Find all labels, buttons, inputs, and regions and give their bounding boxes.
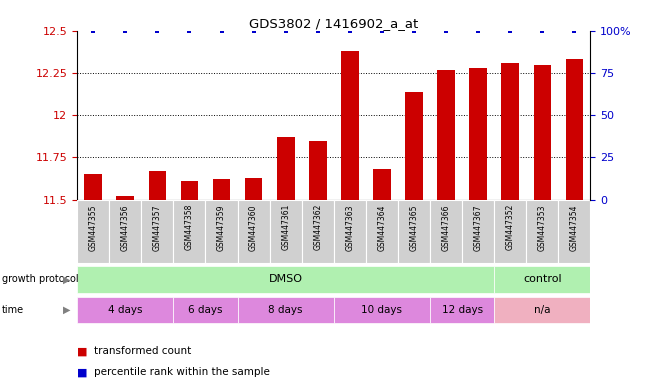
Text: GSM447358: GSM447358 — [185, 204, 194, 250]
Bar — [238, 297, 334, 323]
Text: GSM447360: GSM447360 — [249, 204, 258, 251]
Bar — [142, 200, 173, 263]
Text: GSM447353: GSM447353 — [538, 204, 547, 251]
Point — [441, 28, 452, 34]
Text: GSM447356: GSM447356 — [121, 204, 130, 251]
Bar — [373, 169, 391, 200]
Point — [473, 28, 484, 34]
Point — [280, 28, 291, 34]
Bar — [213, 179, 230, 200]
Text: GSM447366: GSM447366 — [442, 204, 451, 251]
Point — [313, 28, 323, 34]
Text: GSM447365: GSM447365 — [409, 204, 419, 251]
Bar — [270, 200, 302, 263]
Point — [344, 28, 355, 34]
Bar — [533, 65, 551, 200]
Bar — [470, 68, 487, 200]
Text: GSM447361: GSM447361 — [281, 204, 290, 250]
Point — [569, 28, 580, 34]
Bar — [462, 200, 495, 263]
Text: 6 days: 6 days — [189, 305, 223, 315]
Bar — [205, 200, 238, 263]
Bar — [277, 137, 295, 200]
Bar — [334, 200, 366, 263]
Text: 12 days: 12 days — [442, 305, 482, 315]
Text: time: time — [2, 305, 24, 315]
Point — [88, 28, 99, 34]
Bar — [238, 200, 270, 263]
Text: percentile rank within the sample: percentile rank within the sample — [94, 367, 270, 377]
Text: ▶: ▶ — [63, 274, 71, 285]
Bar — [180, 181, 198, 200]
Bar — [366, 200, 398, 263]
Bar — [309, 141, 327, 200]
Bar — [173, 200, 205, 263]
Bar — [341, 51, 359, 200]
Bar — [334, 297, 430, 323]
Bar — [526, 200, 558, 263]
Text: ■: ■ — [77, 367, 91, 377]
Text: 10 days: 10 days — [362, 305, 403, 315]
Text: DMSO: DMSO — [268, 274, 303, 285]
Point — [376, 28, 387, 34]
Point — [409, 28, 419, 34]
Bar — [302, 200, 334, 263]
Text: GSM447363: GSM447363 — [346, 204, 354, 251]
Point — [152, 28, 163, 34]
Point — [505, 28, 515, 34]
Text: GSM447364: GSM447364 — [378, 204, 386, 251]
Text: growth protocol: growth protocol — [2, 274, 79, 285]
Point — [216, 28, 227, 34]
Bar — [430, 297, 495, 323]
Bar — [495, 297, 590, 323]
Point — [120, 28, 131, 34]
Text: ▶: ▶ — [63, 305, 71, 315]
Bar — [85, 174, 102, 200]
Text: 8 days: 8 days — [268, 305, 303, 315]
Text: n/a: n/a — [534, 305, 551, 315]
Bar — [77, 266, 495, 293]
Bar — [566, 60, 583, 200]
Title: GDS3802 / 1416902_a_at: GDS3802 / 1416902_a_at — [249, 17, 419, 30]
Text: GSM447355: GSM447355 — [89, 204, 98, 251]
Bar — [173, 297, 238, 323]
Text: 4 days: 4 days — [108, 305, 142, 315]
Bar — [117, 196, 134, 200]
Text: GSM447367: GSM447367 — [474, 204, 482, 251]
Bar — [109, 200, 142, 263]
Bar — [77, 297, 173, 323]
Bar — [495, 266, 590, 293]
Text: control: control — [523, 274, 562, 285]
Bar — [437, 70, 455, 200]
Point — [537, 28, 548, 34]
Bar — [495, 200, 526, 263]
Bar — [148, 171, 166, 200]
Text: GSM447359: GSM447359 — [217, 204, 226, 251]
Text: transformed count: transformed count — [94, 346, 191, 356]
Text: GSM447354: GSM447354 — [570, 204, 579, 251]
Bar — [245, 178, 262, 200]
Text: GSM447362: GSM447362 — [313, 204, 322, 250]
Text: ■: ■ — [77, 346, 91, 356]
Text: GSM447357: GSM447357 — [153, 204, 162, 251]
Bar — [501, 63, 519, 200]
Point — [184, 28, 195, 34]
Bar — [77, 200, 109, 263]
Bar — [558, 200, 590, 263]
Bar — [398, 200, 430, 263]
Bar — [430, 200, 462, 263]
Bar — [405, 91, 423, 200]
Text: GSM447352: GSM447352 — [506, 204, 515, 250]
Point — [248, 28, 259, 34]
